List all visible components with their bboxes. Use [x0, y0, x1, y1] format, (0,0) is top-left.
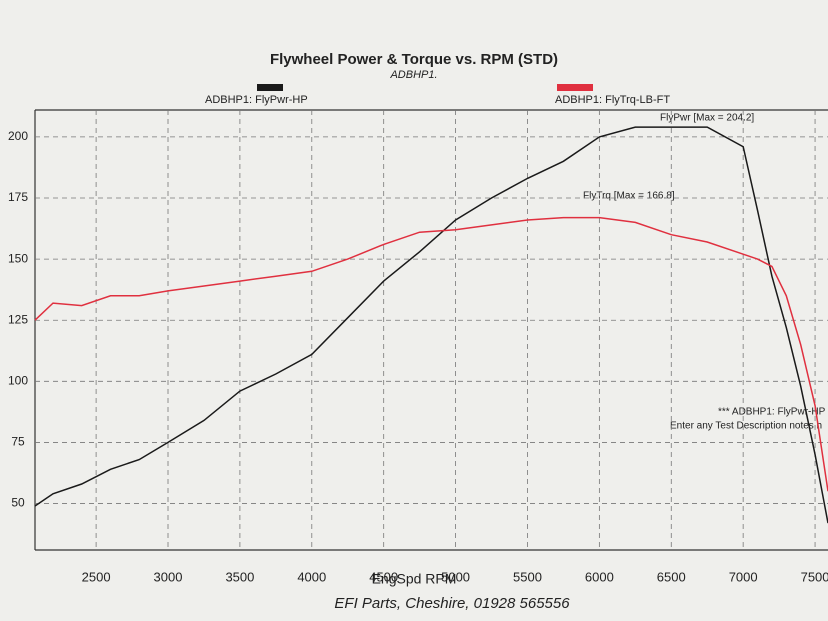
- x-tick-label: 4000: [297, 569, 326, 584]
- x-tick-label: 5000: [441, 569, 470, 584]
- x-tick-label: 3500: [225, 569, 254, 584]
- y-tick-label: 100: [8, 374, 28, 388]
- x-axis-label: EngSpd RPM: [372, 571, 457, 587]
- y-tick-label: 50: [11, 496, 25, 510]
- line-series: [34, 216, 828, 492]
- x-tick-label: 6000: [585, 569, 614, 584]
- x-tick-label: 7000: [729, 569, 758, 584]
- y-tick-label: 125: [8, 312, 28, 326]
- annotation: *** ADBHP1: FlyPwr-HP: [718, 407, 826, 418]
- annotation: Enter any Test Description notes h: [670, 421, 822, 432]
- y-tick-label: 150: [8, 251, 28, 265]
- y-tick-label: 200: [8, 129, 28, 143]
- legend-label: ADBHP1: FlyPwr-HP: [205, 94, 308, 106]
- annotation: FlyTrq [Max = 166.8]: [583, 191, 675, 202]
- x-tick-label: 5500: [513, 569, 542, 584]
- y-tick-label: 75: [11, 435, 25, 449]
- footer: EFI Parts, Cheshire, 01928 565556: [334, 595, 570, 612]
- x-tick-label: 2500: [82, 569, 111, 584]
- chart-title: Flywheel Power & Torque vs. RPM (STD): [270, 51, 558, 68]
- line-series: [34, 126, 828, 524]
- legend-swatch: [557, 84, 593, 91]
- y-tick-label: 175: [8, 190, 28, 204]
- legend-swatch: [257, 84, 283, 91]
- annotation: FlyPwr [Max = 204.2]: [660, 113, 754, 124]
- x-tick-label: 3000: [154, 569, 183, 584]
- x-tick-label: 4500: [369, 569, 398, 584]
- x-tick-label: 7500: [801, 569, 828, 584]
- chart-subtitle: ADBHP1.: [389, 69, 437, 81]
- legend-label: ADBHP1: FlyTrq-LB-FT: [555, 94, 670, 106]
- x-tick-label: 6500: [657, 569, 686, 584]
